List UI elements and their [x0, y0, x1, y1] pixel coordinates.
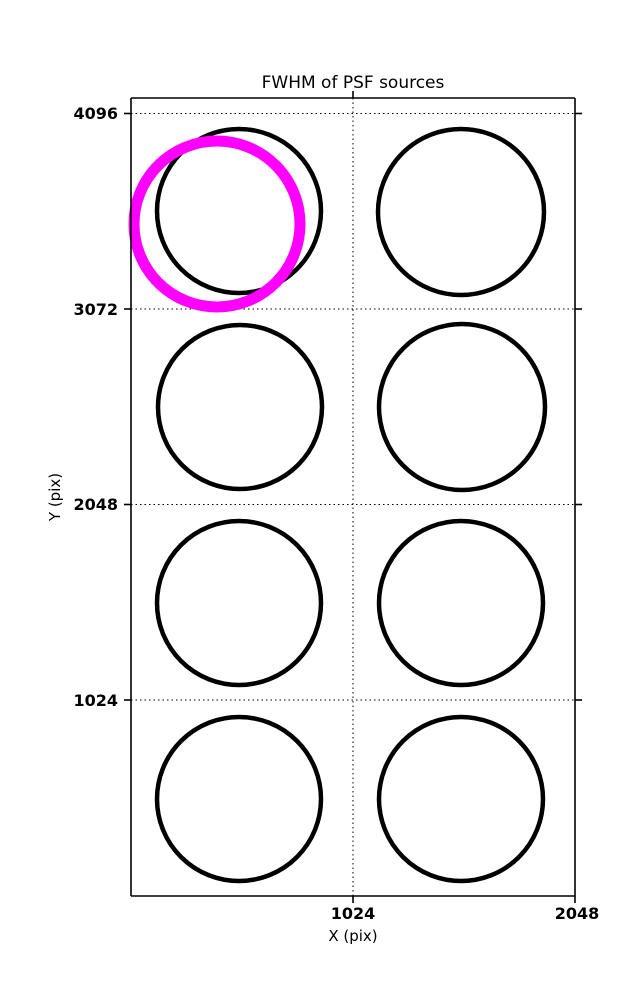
data-point-circle [154, 126, 324, 296]
highlighted-point-circle [128, 135, 306, 313]
y-tick-label-3072: 3072 [73, 300, 118, 319]
x-axis-label: X (pix) [328, 927, 377, 945]
data-point-circle [155, 322, 325, 492]
data-series-psf-sources [154, 126, 548, 884]
y-tick-label-4096: 4096 [73, 104, 118, 123]
data-point-circle [154, 518, 324, 688]
x-tick-labels: 1024 2048 [331, 904, 600, 923]
tick-marks [124, 91, 582, 903]
data-point-circle [376, 518, 546, 688]
y-tick-label-2048: 2048 [73, 495, 118, 514]
data-series-highlighted-source [128, 135, 306, 313]
data-point-circle [376, 321, 548, 493]
y-tick-label-1024: 1024 [73, 691, 118, 710]
data-point-circle [376, 714, 546, 884]
plot-area-background [131, 98, 575, 896]
data-point-circle [375, 126, 547, 298]
x-tick-label-1024: 1024 [331, 904, 376, 923]
x-tick-label-2048: 2048 [555, 904, 600, 923]
y-axis-label: Y (pix) [46, 473, 64, 522]
data-point-circle [154, 714, 324, 884]
y-tick-labels: 4096 3072 2048 1024 [73, 104, 118, 710]
chart-title: FWHM of PSF sources [262, 73, 445, 93]
gridlines [131, 98, 575, 896]
